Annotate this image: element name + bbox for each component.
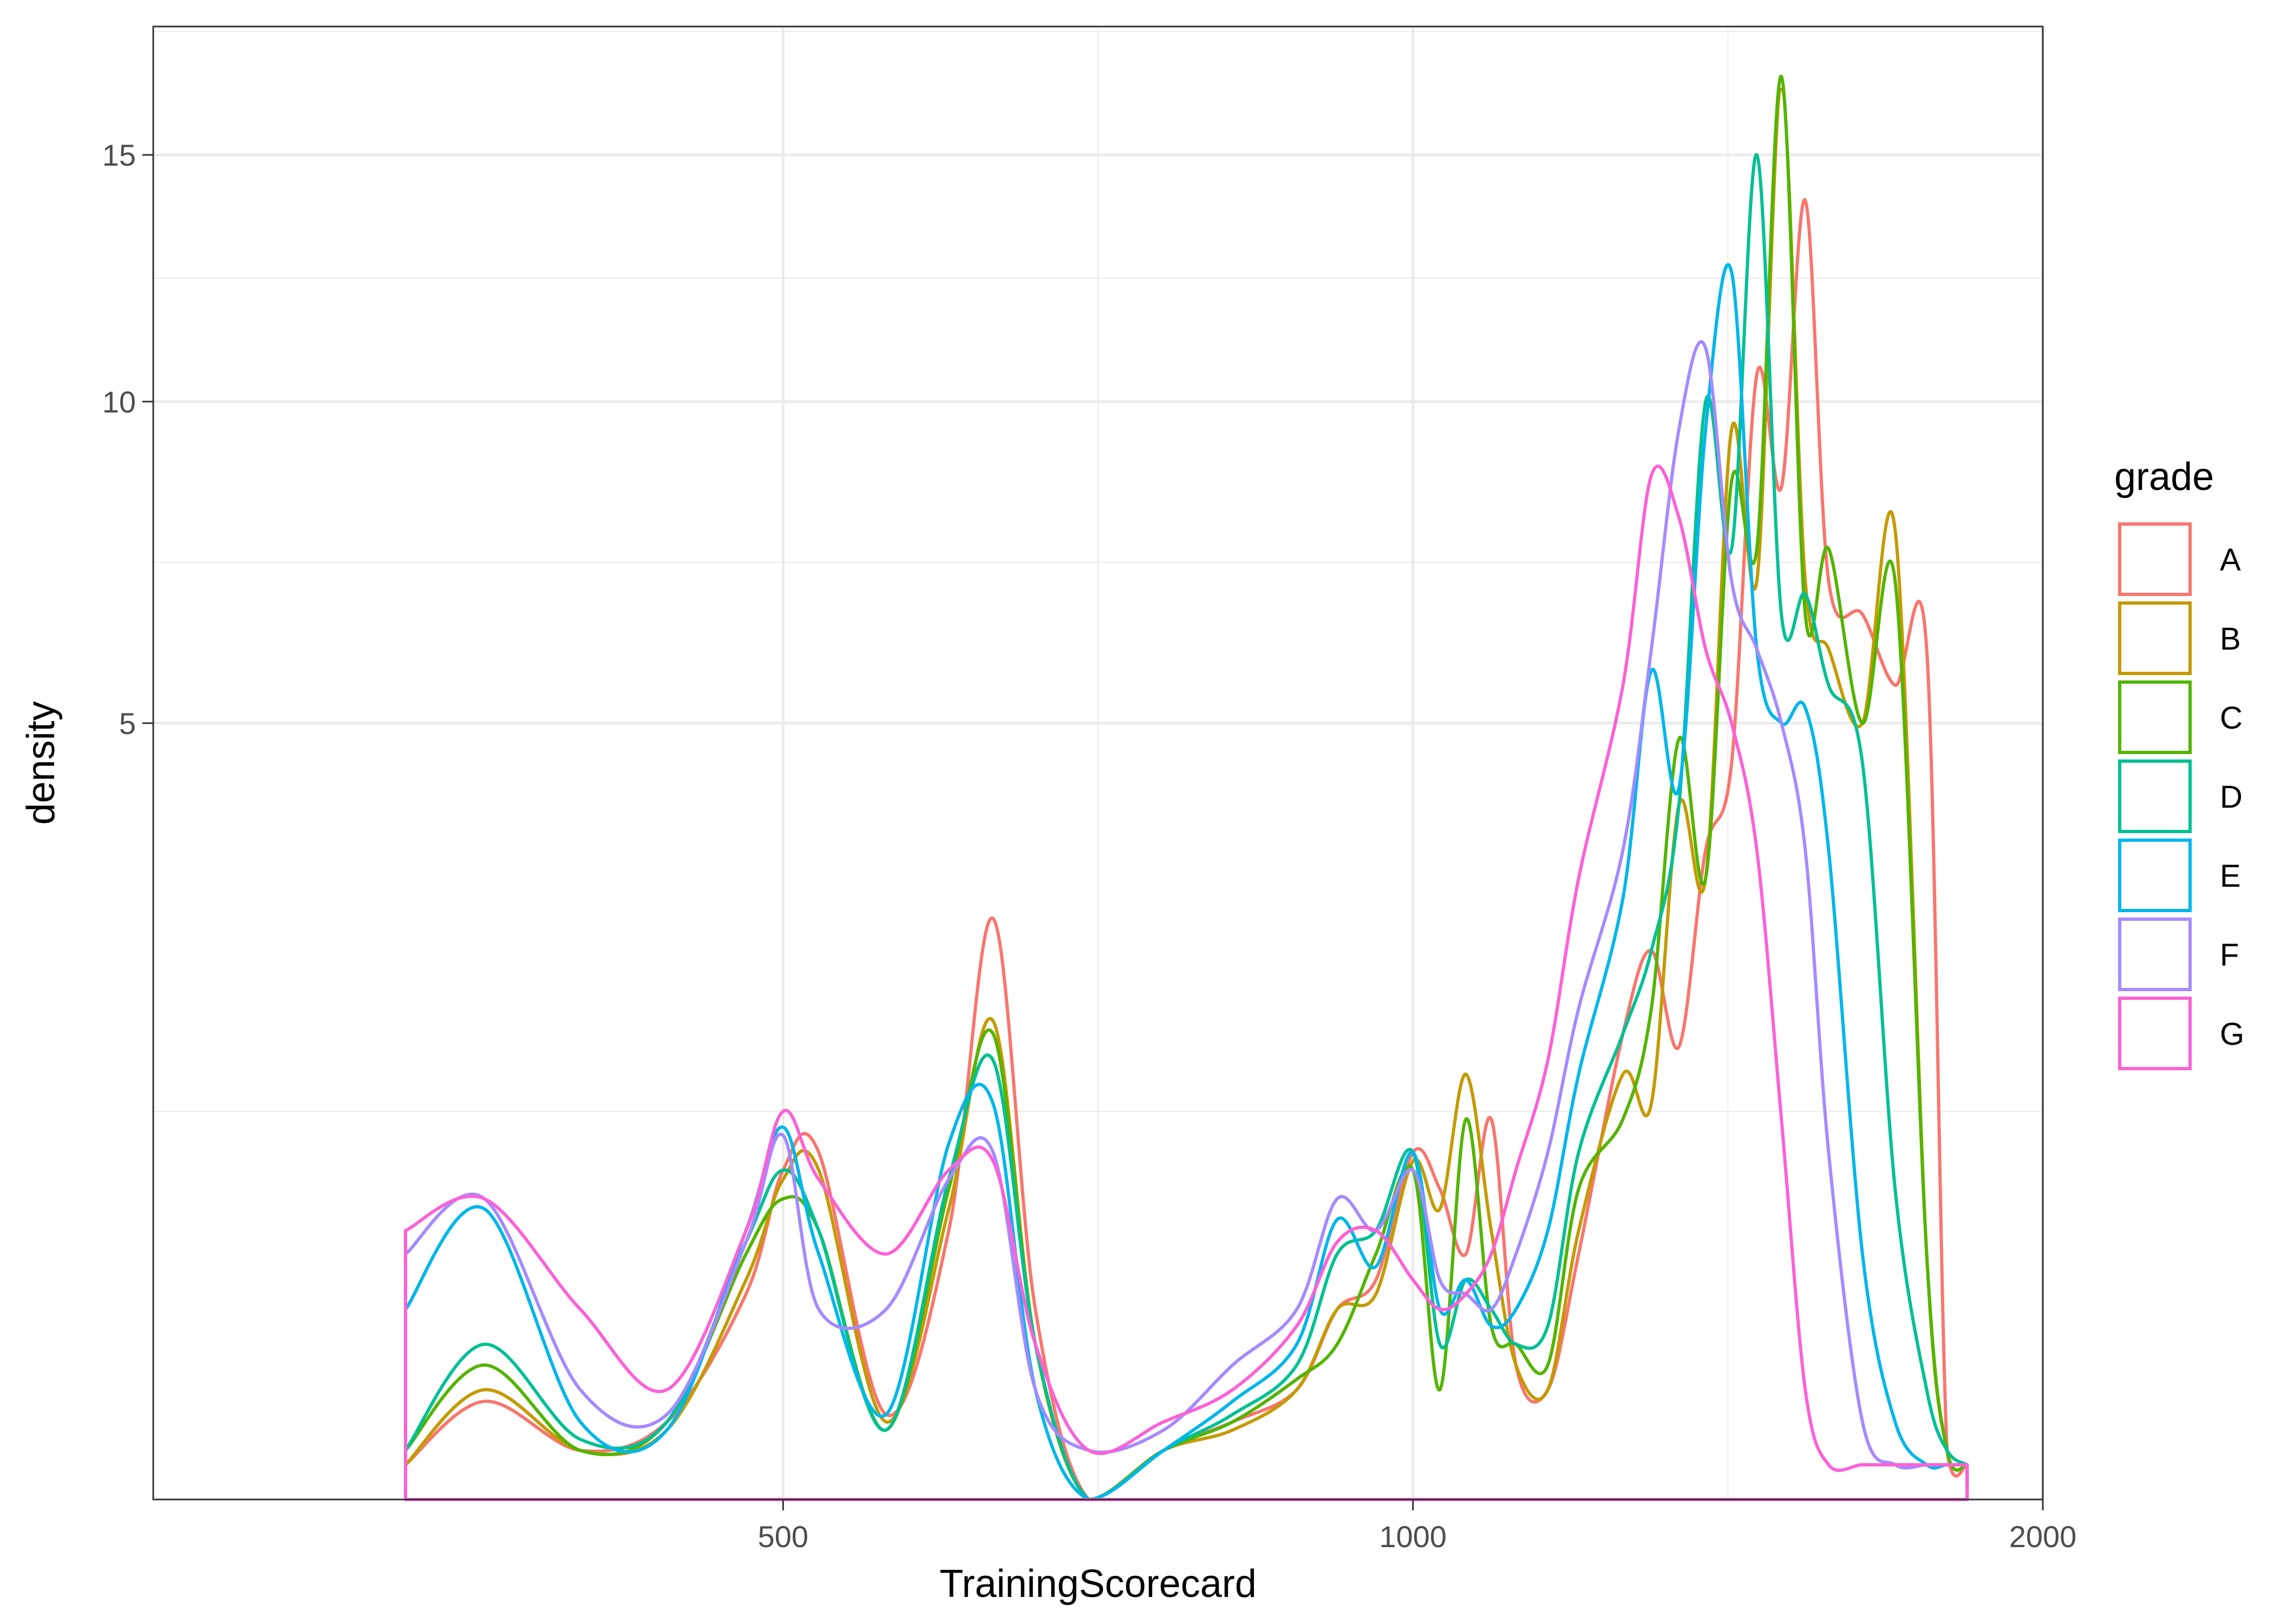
x-axis: 500 1000 2000 bbox=[758, 1499, 2077, 1554]
x-tick-label: 2000 bbox=[2009, 1520, 2077, 1554]
x-axis-title: TrainingScorecard bbox=[939, 1562, 1257, 1606]
x-tick-label: 1000 bbox=[1379, 1520, 1447, 1554]
legend-key-e bbox=[2118, 839, 2192, 912]
legend: grade A B C D E F G bbox=[2114, 455, 2244, 1070]
legend-key-c bbox=[2118, 680, 2192, 754]
legend-key-b bbox=[2118, 601, 2192, 675]
panel-border bbox=[152, 25, 2044, 1501]
legend-label-f: F bbox=[2220, 938, 2239, 973]
legend-label-c: C bbox=[2220, 700, 2243, 736]
legend-key-d bbox=[2118, 759, 2192, 833]
legend-key-g bbox=[2118, 997, 2192, 1070]
legend-label-b: B bbox=[2220, 621, 2241, 657]
y-tick-label: 15 bbox=[102, 138, 136, 172]
legend-label-a: A bbox=[2220, 542, 2241, 578]
y-axis-title: density bbox=[19, 701, 63, 824]
legend-key-a bbox=[2118, 522, 2192, 596]
density-curve-f bbox=[404, 340, 1969, 1501]
y-axis: 5 10 15 bbox=[102, 138, 153, 741]
grid-minor bbox=[153, 27, 2043, 1499]
legend-label-e: E bbox=[2220, 859, 2241, 894]
density-curve-g bbox=[404, 464, 1969, 1501]
y-tick-label: 5 bbox=[119, 706, 136, 741]
density-curve-d bbox=[404, 153, 1969, 1501]
legend-label-g: G bbox=[2220, 1017, 2244, 1052]
y-tick-label: 10 bbox=[102, 385, 136, 419]
series-layer bbox=[404, 75, 1969, 1501]
density-curve-a bbox=[404, 198, 1969, 1501]
x-tick-label: 500 bbox=[758, 1520, 808, 1554]
legend-key-f bbox=[2118, 918, 2192, 991]
legend-label-d: D bbox=[2220, 780, 2243, 815]
legend-title: grade bbox=[2114, 455, 2214, 499]
